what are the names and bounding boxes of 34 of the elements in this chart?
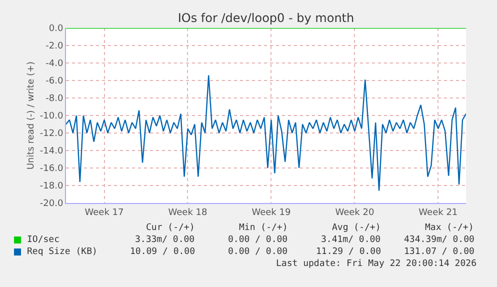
text: 131.07 / 0.00	[404, 247, 474, 257]
y-tick-label: -16.0	[40, 164, 64, 174]
y-tick-label: 0.0	[48, 24, 64, 34]
text: Cur (-/+)	[146, 223, 195, 233]
y-tick-label: -20.0	[40, 199, 64, 210]
y-tick-label: -6.0	[46, 76, 64, 87]
text: Last update: Fri May 22 20:00:14 2026	[276, 259, 476, 269]
x-tick-label: Week 17	[84, 208, 124, 218]
text: Max (-/+)	[425, 223, 474, 233]
x-tick-label: Week 20	[335, 208, 374, 218]
y-tick-label: -12.0	[40, 129, 64, 140]
x-tick-label: Week 19	[252, 208, 291, 218]
x-tick-label: Week 21	[418, 208, 458, 218]
y-tick-label: -2.0	[46, 42, 64, 52]
line-series	[66, 74, 466, 192]
y-axis-title: Units read (-) / write (+)	[26, 61, 36, 170]
legend-label: IO/sec	[27, 235, 60, 245]
y-tick-label: -8.0	[46, 94, 64, 104]
text: Min (-/+)	[239, 223, 288, 233]
text: 10.09 / 0.00	[130, 247, 196, 257]
y-tick-label: -4.0	[46, 59, 64, 70]
y-tick-label: -10.0	[40, 112, 64, 122]
y-tick-label: -14.0	[40, 146, 64, 157]
text: 0.00 / 0.00	[228, 247, 288, 257]
text: 3.41m/ 0.00	[321, 235, 381, 245]
text: 434.39m/ 0.00	[404, 235, 474, 245]
legend-label: Req Size (KB)	[27, 247, 98, 257]
x-tick-label: Week 18	[168, 208, 208, 218]
text: 11.29 / 0.00	[316, 247, 382, 257]
chart-title: IOs for /dev/loop0 - by month	[178, 11, 354, 26]
text: 3.33m/ 0.00	[135, 235, 195, 245]
text: 0.00 / 0.00	[228, 235, 288, 245]
text: Avg (-/+)	[332, 223, 381, 233]
y-tick-label: -18.0	[40, 182, 64, 192]
